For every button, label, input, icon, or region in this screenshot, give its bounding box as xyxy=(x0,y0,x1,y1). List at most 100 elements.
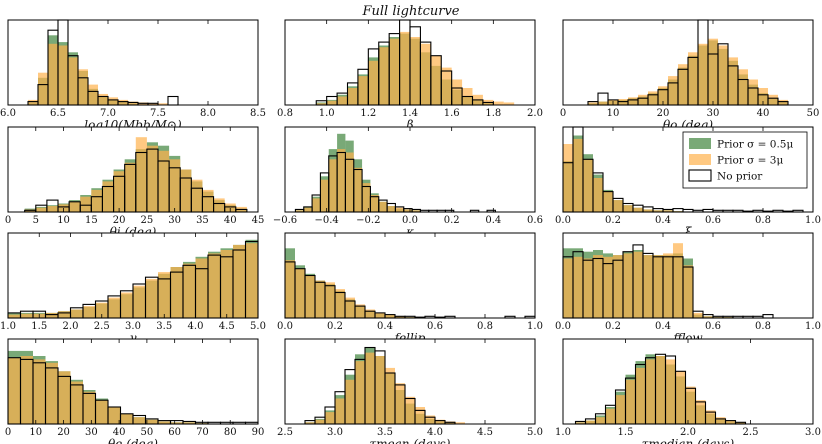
bar-prior-3 xyxy=(588,102,598,105)
bar-prior-3 xyxy=(108,407,121,424)
bar-prior-3 xyxy=(405,396,415,424)
bar-prior-3 xyxy=(145,278,158,318)
x-tick-label: 0.4 xyxy=(655,215,671,226)
bar-prior-3 xyxy=(8,357,21,424)
bar-prior-3 xyxy=(583,159,593,212)
x-tick-label: 0 xyxy=(5,215,11,226)
bar-prior-3 xyxy=(38,72,48,105)
x-tick-label: 1.8 xyxy=(485,108,501,119)
axes-frame xyxy=(7,338,259,425)
bar-prior-3 xyxy=(738,69,748,105)
bar-prior-3 xyxy=(33,359,46,424)
x-axis-label: κ xyxy=(405,225,414,239)
x-tick-label: 15 xyxy=(85,215,98,226)
bar-prior-3 xyxy=(325,282,335,318)
bar-prior-3 xyxy=(158,272,171,318)
bar-prior-3 xyxy=(316,103,327,105)
x-tick-label: 20 xyxy=(657,108,670,119)
bar-prior-3 xyxy=(425,415,435,424)
x-tick-label: 1.0 xyxy=(805,321,821,332)
x-tick-label: 0.6 xyxy=(527,215,543,226)
bar-prior-3 xyxy=(20,313,33,318)
x-tick-label: 4.5 xyxy=(477,427,493,438)
bar-prior-3 xyxy=(345,379,355,424)
bar-prior-3 xyxy=(345,297,355,318)
x-tick-label: 60 xyxy=(168,427,181,438)
x-tick-label: 2.5 xyxy=(743,427,759,438)
bar-prior-3 xyxy=(133,285,146,318)
bar-prior-3 xyxy=(328,159,338,212)
x-tick-label: 20 xyxy=(57,427,70,438)
x-tick-label: 5.0 xyxy=(250,321,266,332)
bar-prior-3 xyxy=(778,99,788,105)
x-tick-label: −0.6 xyxy=(273,215,297,226)
x-tick-label: 3.0 xyxy=(125,321,141,332)
histogram-panel: 1.0 1.5 2.0 2.5 3.0 τmedian (days) xyxy=(555,338,821,444)
x-axis-label: θe (deg) xyxy=(108,437,158,444)
x-tick-label: 0.2 xyxy=(605,215,621,226)
x-tick-label: 8.0 xyxy=(200,108,216,119)
x-tick-label: 0.6 xyxy=(705,321,721,332)
x-tick-label: 1.0 xyxy=(527,321,543,332)
x-tick-label: 3.5 xyxy=(156,321,172,332)
bar-prior-3 xyxy=(655,356,666,424)
histogram-panel: 0 10 20 30 40 50 60 70 80 90 θe (deg) xyxy=(5,338,264,444)
x-tick-label: 0 xyxy=(5,427,11,438)
x-axis-label: γ xyxy=(129,331,137,345)
axes-frame xyxy=(562,232,814,319)
bar-prior-3 xyxy=(623,253,633,318)
bar-prior-3 xyxy=(135,137,147,212)
bar-prior-3 xyxy=(170,422,183,424)
x-tick-label: 0.2 xyxy=(605,321,621,332)
bar-prior-3 xyxy=(598,101,608,105)
bar-prior-3 xyxy=(583,258,593,318)
x-axis-label: τmean (days) xyxy=(370,437,451,444)
bar-prior-3 xyxy=(503,102,515,105)
bar-prior-3 xyxy=(668,76,678,105)
bar-prior-3 xyxy=(88,84,98,105)
bar-prior-3 xyxy=(658,86,668,105)
bar-prior-3 xyxy=(58,45,68,105)
chart-title: Full lightcurve xyxy=(362,4,460,19)
bar-prior-3 xyxy=(70,381,83,424)
bar-prior-3 xyxy=(585,420,596,424)
bar-prior-3 xyxy=(353,167,363,212)
bar-prior-3 xyxy=(362,183,371,212)
bar-prior-3 xyxy=(95,302,108,318)
bar-prior-3 xyxy=(748,79,758,105)
bar-prior-3 xyxy=(102,181,114,212)
x-tick-label: 1.5 xyxy=(31,321,47,332)
bar-prior-3 xyxy=(8,314,21,318)
bar-prior-3 xyxy=(169,159,181,212)
bar-prior-3 xyxy=(357,76,369,105)
bar-prior-3 xyxy=(113,171,125,212)
bar-prior-3 xyxy=(451,79,463,105)
x-tick-label: 1.0 xyxy=(555,427,571,438)
x-axis-label: β xyxy=(406,118,414,132)
bar-prior-3 xyxy=(705,410,716,424)
bar-prior-3 xyxy=(493,101,504,105)
bar-prior-3 xyxy=(638,94,648,105)
bar-prior-3 xyxy=(158,103,168,105)
bar-prior-3 xyxy=(375,312,385,318)
legend-label: Prior σ = 3μ xyxy=(717,155,783,167)
x-tick-label: 3.0 xyxy=(805,427,821,438)
bar-prior-3 xyxy=(685,386,696,424)
bar-prior-3 xyxy=(603,191,613,212)
bar-prior-3 xyxy=(337,96,348,105)
bar-prior-3 xyxy=(305,422,315,424)
bar-prior-3 xyxy=(378,47,390,105)
bar-prior-3 xyxy=(365,352,375,424)
bar-prior-3 xyxy=(663,210,673,212)
bar-prior-3 xyxy=(108,297,121,318)
bar-prior-3 xyxy=(158,421,171,424)
bar-prior-3 xyxy=(315,280,325,318)
bar-prior-3 xyxy=(202,189,214,212)
bar-prior-3 xyxy=(678,64,688,105)
x-tick-label: 3.0 xyxy=(327,427,343,438)
bar-prior-3 xyxy=(768,94,778,105)
legend: Prior σ = 0.5μ Prior σ = 3μ No prior xyxy=(682,131,808,189)
bar-prior-3 xyxy=(648,91,658,105)
bar-prior-3 xyxy=(387,206,396,212)
